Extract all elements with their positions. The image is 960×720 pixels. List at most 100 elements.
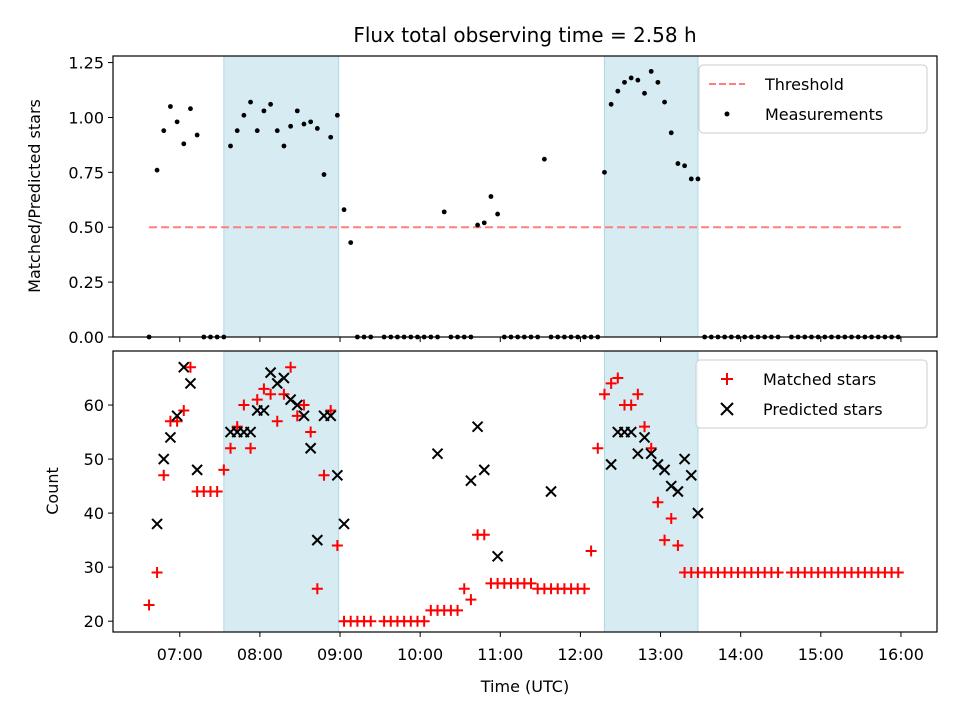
measurements-point xyxy=(688,176,694,182)
measurements-point xyxy=(541,156,547,162)
measurements-point xyxy=(254,128,260,134)
measurements-point xyxy=(682,163,687,169)
predicted-stars-point xyxy=(465,474,477,487)
bottom-y-axis-label: Count xyxy=(43,467,62,515)
top-legend-box xyxy=(698,64,928,134)
matched-stars-point xyxy=(625,399,637,411)
measurements-point xyxy=(642,90,647,96)
y-tick-label: 60 xyxy=(84,396,104,415)
measurements-point xyxy=(248,99,253,105)
y-tick-label: 40 xyxy=(84,504,104,523)
matched-stars-point xyxy=(285,361,297,373)
matched-stars-point xyxy=(645,442,657,454)
matched-stars-point xyxy=(258,383,270,395)
predicted-stars-point xyxy=(491,550,504,563)
measurements-point xyxy=(481,220,487,226)
predicted-stars-point xyxy=(431,447,444,460)
matched-stars-point xyxy=(585,545,597,557)
legend-predicted-label: Predicted stars xyxy=(763,400,883,419)
measurements-point xyxy=(154,167,160,173)
matched-stars-point xyxy=(271,415,283,427)
y-tick-label: 0.00 xyxy=(68,328,104,347)
observing-window-span xyxy=(223,55,340,338)
predicted-stars-point xyxy=(158,453,170,465)
measurements-point xyxy=(261,108,267,114)
matched-stars-point xyxy=(578,583,590,595)
measurements-point xyxy=(288,123,294,129)
x-tick-label: 10:00 xyxy=(397,645,443,664)
predicted-stars-point xyxy=(298,410,310,422)
matched-stars-point xyxy=(665,513,677,525)
measurements-point xyxy=(334,112,340,118)
chart-title: Flux total observing time = 2.58 h xyxy=(353,23,696,47)
matched-stars-point xyxy=(151,567,163,579)
matched-stars-point xyxy=(612,372,624,384)
x-tick-label: 12:00 xyxy=(557,645,603,664)
measurements-point xyxy=(662,99,667,105)
observing-window-span xyxy=(223,350,340,633)
predicted-stars-point xyxy=(164,431,177,444)
matched-stars-point xyxy=(478,529,490,541)
bottom-panel: 20 30 40 50 60 07:00 08:00 09:00 10:00 11:00 12:0… xyxy=(43,350,938,696)
matched-stars-point xyxy=(143,599,155,611)
predicted-stars-point xyxy=(605,458,617,471)
legend-measurements-label: Measurements xyxy=(765,105,883,124)
measurements-point xyxy=(294,108,300,114)
predicted-stars-point xyxy=(244,426,257,438)
measurements-point xyxy=(234,128,240,134)
measurements-point xyxy=(228,143,233,149)
matched-stars-point xyxy=(672,540,684,552)
matched-stars-point xyxy=(892,567,904,579)
measurements-point xyxy=(181,141,187,147)
predicted-stars-point xyxy=(258,404,270,417)
predicted-stars-point xyxy=(672,485,684,498)
measurements-point xyxy=(281,143,287,149)
predicted-stars-point xyxy=(331,469,344,481)
predicted-stars-point xyxy=(278,372,290,384)
predicted-stars-point xyxy=(264,366,277,379)
matched-stars-point xyxy=(772,567,784,579)
y-tick-label: 50 xyxy=(84,450,104,469)
matched-stars-point xyxy=(218,464,230,476)
measurements-point xyxy=(475,222,480,228)
x-tick-label: 09:00 xyxy=(317,645,363,664)
matched-stars-point xyxy=(598,388,610,400)
matched-stars-point xyxy=(225,442,237,454)
matched-stars-point xyxy=(639,421,651,433)
x-tick-label: 15:00 xyxy=(798,645,844,664)
matched-stars-point xyxy=(525,577,537,589)
matched-stars-point xyxy=(171,415,183,427)
predicted-stars-point xyxy=(545,485,557,498)
top-panel: 0.00 0.25 0.50 0.75 1.00 1.25 Matched/Predict… xyxy=(25,54,938,347)
matched-stars-point xyxy=(245,442,257,454)
measurements-point xyxy=(241,112,247,118)
matched-stars-point xyxy=(365,615,377,627)
matched-stars-point xyxy=(265,388,277,400)
matched-stars-point xyxy=(298,399,310,411)
y-tick-label: 0.75 xyxy=(68,163,104,182)
measurements-point xyxy=(635,77,641,83)
predicted-stars-point xyxy=(171,410,183,422)
matched-stars-point xyxy=(659,534,671,546)
matched-stars-point xyxy=(452,604,464,616)
measurements-point xyxy=(495,211,501,217)
measurements-point xyxy=(648,68,654,74)
predicted-stars-point xyxy=(304,442,317,454)
matched-stars-point xyxy=(418,615,430,627)
measurements-point xyxy=(622,79,627,85)
x-axis-label: Time (UTC) xyxy=(480,677,569,696)
measurements-point xyxy=(161,128,167,134)
matched-stars-point xyxy=(184,361,196,373)
matched-stars-point xyxy=(331,540,343,552)
matched-stars-point xyxy=(318,469,330,481)
measurements-point xyxy=(194,132,200,138)
predicted-stars-point xyxy=(184,377,197,390)
measurements-point xyxy=(615,88,621,94)
matched-stars-point xyxy=(465,594,477,606)
predicted-stars-point xyxy=(632,447,644,460)
predicted-stars-point xyxy=(685,469,697,481)
x-tick-label: 13:00 xyxy=(637,645,683,664)
matched-stars-point xyxy=(238,399,250,411)
predicted-stars-point xyxy=(478,464,490,476)
